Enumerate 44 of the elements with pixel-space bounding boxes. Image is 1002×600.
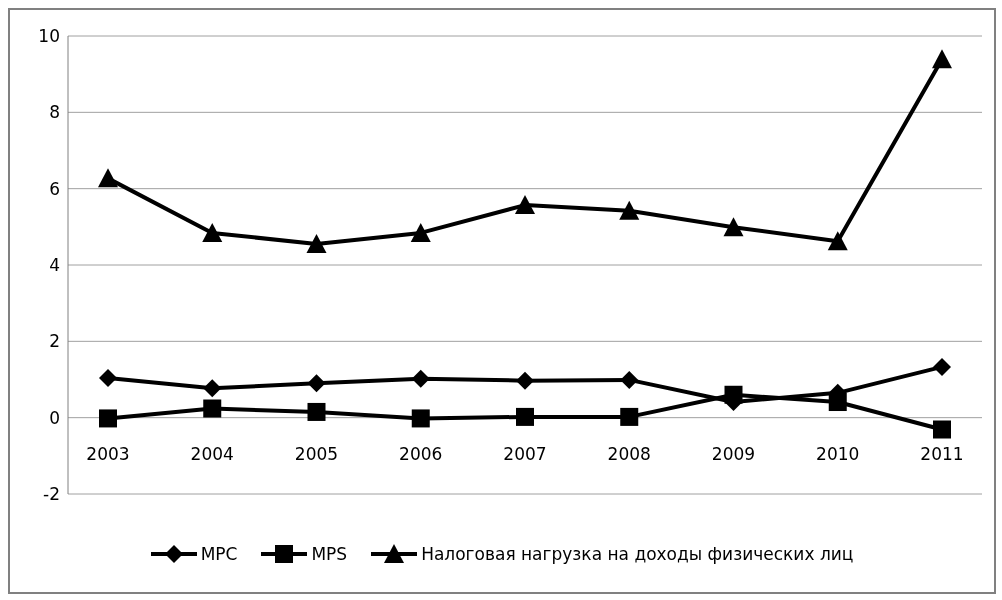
point [306, 234, 327, 254]
point [410, 222, 431, 242]
x-tick-label: 2005 [294, 443, 339, 464]
y-tick-label: 2 [49, 331, 60, 352]
y-tick-label: 10 [38, 26, 60, 47]
x-tick-label: 2004 [190, 443, 234, 464]
point [98, 168, 118, 188]
x-tick-label: 2010 [816, 443, 860, 464]
point [932, 49, 952, 69]
point [203, 399, 222, 418]
x-tick-label: 2007 [503, 443, 547, 464]
point [516, 407, 534, 426]
point [723, 217, 744, 237]
x-tick-label: 2008 [607, 443, 651, 464]
point [99, 409, 117, 428]
y-tick-label: 0 [49, 407, 60, 428]
legend-label: MPS [311, 544, 348, 564]
legend-label: Налоговая нагрузка на доходы физических лиц [421, 544, 854, 564]
point [411, 369, 430, 388]
point [99, 368, 117, 387]
point [620, 370, 639, 389]
point [411, 409, 430, 428]
point [516, 371, 534, 390]
point [202, 222, 223, 242]
point [724, 385, 743, 404]
point [203, 379, 222, 398]
point [933, 357, 951, 376]
y-tick-label: 6 [49, 178, 60, 199]
x-tick-label: 2009 [711, 443, 756, 464]
legend-label: MPC [200, 544, 238, 564]
point [515, 195, 535, 215]
point [933, 420, 951, 439]
point [307, 402, 326, 421]
point [619, 200, 640, 220]
y-tick-label: 8 [49, 102, 60, 123]
y-tick-label: 4 [49, 255, 60, 276]
point [620, 407, 639, 426]
x-tick-label: 2003 [86, 443, 130, 464]
point [828, 393, 847, 412]
x-tick-label: 2006 [399, 443, 443, 464]
x-tick-label: 2011 [920, 443, 964, 464]
point [827, 231, 848, 251]
point [307, 374, 326, 393]
y-tick-label: -2 [43, 484, 60, 505]
